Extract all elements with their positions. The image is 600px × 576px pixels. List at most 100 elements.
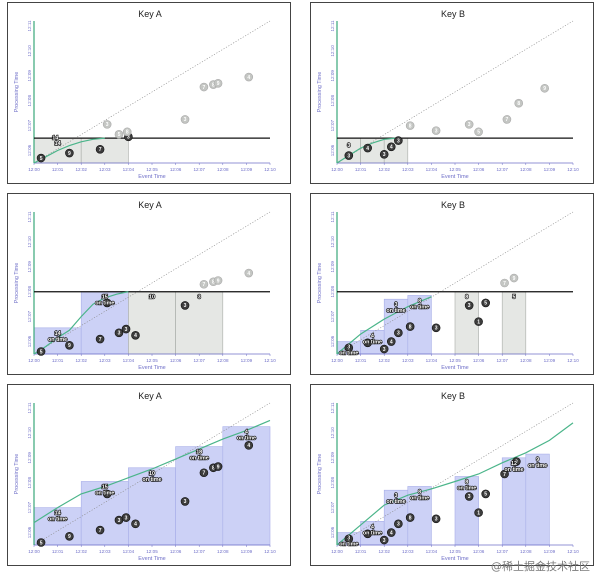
data-point: 8 [405,121,415,130]
y-tick-label: 12:08 [330,477,335,489]
pane-status-label: on time [95,301,114,307]
point-label: 5 [40,156,43,162]
y-tick-label: 12:09 [330,70,335,82]
pane-status-label: on time [386,499,405,505]
point-label: 3 [435,326,438,332]
x-tick-label: 12:00 [331,549,343,554]
data-point: 4 [131,331,140,340]
point-label: 3 [184,303,187,309]
x-tick-label: 12:05 [449,167,461,172]
x-tick-label: 12:02 [75,167,87,172]
point-label: 8 [126,130,129,136]
x-tick-label: 12:00 [28,549,40,554]
chart-panel-key-b-2: Key B 12:00 12:01 12:02 12:03 12:04 12:05 12:06… [310,193,594,375]
point-marker [180,497,190,506]
x-tick-label: 12:08 [217,167,229,172]
point-label: 3 [118,518,121,524]
point-label: 8 [106,301,109,307]
point-label: 7 [99,528,102,534]
y-tick-label: 12:10 [330,45,335,57]
point-marker [363,143,372,153]
point-label: 4 [390,530,393,536]
point-label: 8 [409,123,412,129]
x-tick-label: 12:08 [520,358,532,363]
chart-svg: Key B 12:00 12:01 12:02 12:03 12:04 12:05 12:06… [317,391,579,562]
point-marker [199,468,209,478]
data-point: 1 [474,317,483,326]
y-tick-label: 12:08 [27,286,32,298]
point-marker [244,72,254,82]
y-axis-label: Processing Time [317,263,323,304]
pane-value-label: 5 [513,295,516,301]
point-label: 4 [366,341,369,347]
point-marker [500,278,509,288]
point-marker [405,121,415,130]
point-marker [363,338,372,348]
point-label: 3 [127,135,130,141]
point-label: 3 [106,122,109,128]
point-marker [213,78,223,88]
data-point: 3 [102,120,112,129]
y-tick-label: 12:06 [330,335,335,347]
data-point: 4 [386,337,396,346]
data-point: 9 [213,462,223,471]
y-tick-label: 12:09 [330,452,335,464]
point-label: 5 [118,132,121,138]
x-tick-label: 12:00 [331,358,343,363]
x-tick-label: 12:09 [241,167,253,172]
x-tick-label: 12:05 [146,549,158,554]
chart-title: Key A [138,391,162,401]
data-point: 7 [500,278,509,288]
chart-title: Key B [441,200,465,210]
y-axis-label: Processing Time [317,72,323,113]
x-tick-label: 12:10 [264,549,276,554]
point-marker [474,127,483,137]
point-label: 3 [125,515,128,521]
point-label: 7 [99,337,102,343]
x-tick-label: 12:01 [355,549,367,554]
y-tick-label: 12:06 [27,335,32,347]
point-label: 9 [513,276,516,282]
point-label: 3 [383,347,386,353]
point-label: 3 [383,538,386,544]
x-tick-label: 12:08 [217,358,229,363]
pane-status-label: on time [48,337,67,343]
point-label: 9 [68,534,71,540]
point-marker [213,462,223,471]
data-point: 7 [95,525,105,535]
data-point: 7 [199,468,209,478]
y-tick-label: 12:10 [27,236,32,248]
chart-panel-key-b-3: Key B 12:00 12:01 12:02 12:03 12:04 12:05 12:06… [310,384,594,566]
pane-value-label: 10 [149,295,155,301]
x-tick-label: 12:07 [496,167,508,172]
point-marker [121,513,131,522]
data-point: 3 [344,343,354,353]
point-label: 4 [247,271,250,277]
point-marker [394,328,403,338]
chart-title: Key A [138,9,162,19]
pane-status-label: on time [363,339,382,345]
y-tick-label: 12:06 [330,144,335,156]
pane-value-label: 14 [55,331,61,337]
ideal-diagonal [33,211,271,355]
point-marker [102,298,112,308]
x-tick-label: 12:02 [378,358,390,363]
x-tick-label: 12:03 [99,549,111,554]
pane-value-label: 8 [465,295,468,301]
data-point: 4 [363,143,372,153]
point-marker [379,535,389,545]
x-tick-label: 12:05 [449,358,461,363]
data-point: 3 [431,323,441,333]
point-label: 8 [212,82,215,88]
y-tick-label: 12:09 [27,452,32,464]
y-tick-label: 12:07 [330,119,335,131]
chart-svg: Key B 12:00 12:01 12:02 12:03 12:04 12:05 12:06… [317,200,579,371]
data-point: 3 [180,115,190,124]
chart-panel-key-a-1: Key A 12:00 12:01 12:02 12:03 12:04 12:05 12:06… [7,2,291,184]
data-point: 4 [363,338,372,348]
pane-value-label: 15 [102,484,108,490]
pane-value-label: 4 [371,333,374,339]
y-tick-label: 12:10 [330,427,335,439]
point-marker [199,279,209,289]
x-tick-label: 12:08 [520,167,532,172]
